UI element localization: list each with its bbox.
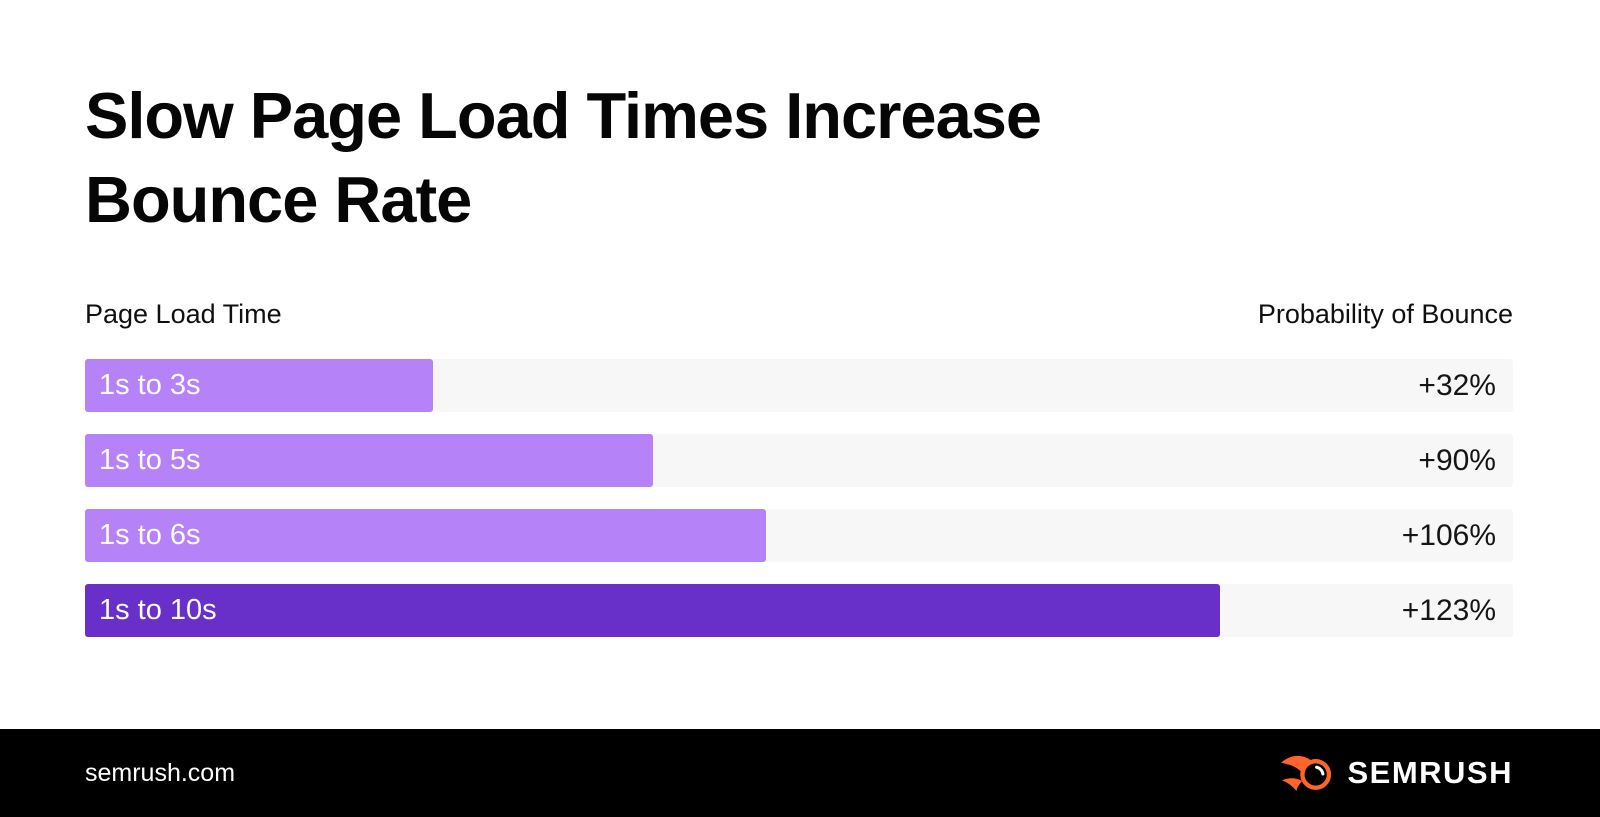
axis-label-probability-of-bounce: Probability of Bounce	[1257, 299, 1513, 329]
bar-fill: 1s to 10s	[85, 584, 1221, 637]
bar-fill: 1s to 3s	[85, 359, 434, 412]
page-title: Slow Page Load Times Increase Bounce Rat…	[85, 74, 1042, 242]
bar-value: +123%	[1401, 593, 1496, 627]
chart-headers: Page Load Time Probability of Bounce	[85, 299, 1513, 330]
bar-label: 1s to 10s	[99, 594, 217, 626]
bar-label: 1s to 5s	[99, 444, 201, 476]
bar-value: +32%	[1418, 368, 1496, 402]
bar-fill: 1s to 5s	[85, 434, 654, 487]
bar-row: 1s to 3s +32%	[85, 359, 1513, 412]
semrush-wordmark: SEMRUSH	[1347, 755, 1513, 790]
bar-label: 1s to 3s	[99, 369, 201, 401]
bar-chart: 1s to 3s +32% 1s to 5s +90% 1s to 6s +106% 1s …	[85, 359, 1513, 637]
semrush-flame-icon	[1281, 755, 1332, 791]
bar-value: +106%	[1401, 518, 1496, 552]
bar-fill: 1s to 6s	[85, 509, 767, 562]
axis-label-page-load-time: Page Load Time	[85, 299, 282, 329]
page-title-line2: Bounce Rate	[85, 163, 472, 236]
bar-row: 1s to 10s +123%	[85, 584, 1513, 637]
bar-value: +90%	[1418, 443, 1496, 477]
bar-row: 1s to 5s +90%	[85, 434, 1513, 487]
bar-label: 1s to 6s	[99, 519, 201, 551]
footer: semrush.com SEMRUSH	[0, 729, 1600, 817]
bar-row: 1s to 6s +106%	[85, 509, 1513, 562]
semrush-logo: SEMRUSH	[1280, 750, 1513, 797]
website-url: semrush.com	[85, 758, 236, 787]
page-title-line1: Slow Page Load Times Increase	[85, 79, 1042, 152]
